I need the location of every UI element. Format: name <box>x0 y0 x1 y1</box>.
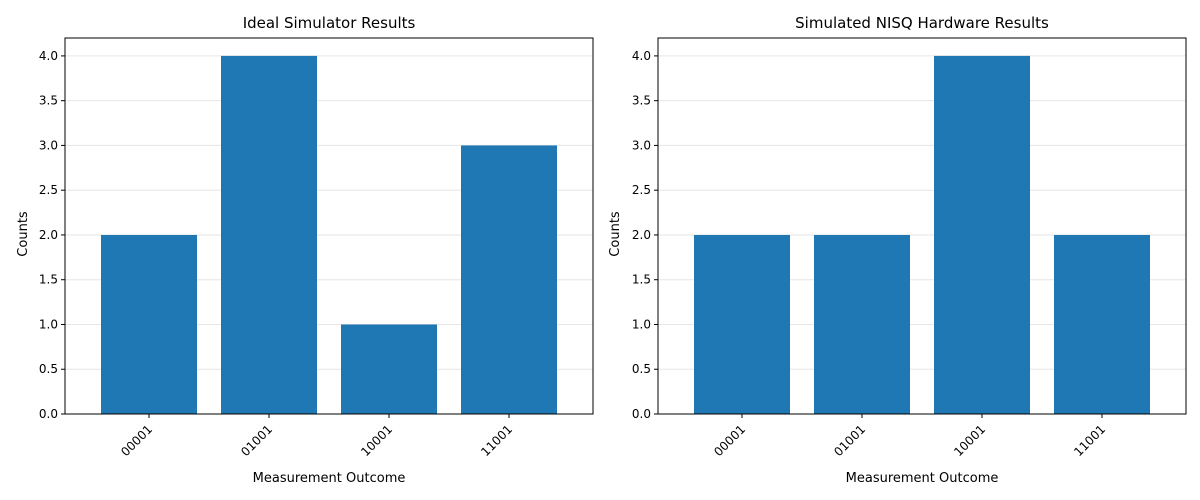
y-tick-label: 3.0 <box>39 138 58 152</box>
bar-00001 <box>101 234 197 414</box>
y-tick-label: 3.5 <box>632 94 651 108</box>
y-tick-label: 0.5 <box>632 362 651 376</box>
x-tick-label: 11001 <box>1071 422 1108 459</box>
x-axis-label: Measurement Outcome <box>846 471 999 486</box>
y-tick-label: 2.0 <box>632 228 651 242</box>
y-tick-label: 0.5 <box>39 362 58 376</box>
x-tick-label: 00001 <box>711 422 748 459</box>
y-tick-label: 2.5 <box>39 183 58 197</box>
bar-01001 <box>814 234 910 414</box>
y-tick-label: 3.5 <box>39 94 58 108</box>
y-tick-label: 3.0 <box>632 138 651 152</box>
bars <box>101 55 557 415</box>
y-tick-label: 1.0 <box>39 317 58 331</box>
bar-10001 <box>934 55 1030 415</box>
x-tick-label: 11001 <box>478 422 515 459</box>
y-tick-label: 0.0 <box>39 407 58 421</box>
bar-01001 <box>221 55 317 415</box>
y-axis-label: Counts <box>16 211 31 257</box>
y-tick-label: 0.0 <box>632 407 651 421</box>
bar-11001 <box>1054 234 1150 414</box>
x-axis-label: Measurement Outcome <box>253 471 406 486</box>
bar-00001 <box>694 234 790 414</box>
y-tick-label: 2.5 <box>632 183 651 197</box>
y-tick-label: 2.0 <box>39 228 58 242</box>
x-ticks: 00001 01001 10001 11001 <box>118 414 515 459</box>
x-tick-label: 10001 <box>951 422 988 459</box>
chart-panel-nisq: Simulated NISQ Hardware Results Measurem… <box>608 14 1187 486</box>
x-tick-label: 10001 <box>358 422 395 459</box>
bar-10001 <box>341 324 437 414</box>
chart-title: Simulated NISQ Hardware Results <box>795 14 1049 32</box>
y-ticks: 0.0 0.5 1.0 1.5 2.0 2.5 3.0 3.5 4.0 <box>632 49 658 421</box>
y-tick-label: 1.5 <box>632 273 651 287</box>
axes-frame <box>64 37 594 415</box>
bars <box>694 55 1150 415</box>
chart-panel-ideal: Ideal Simulator Results Measurement Outc… <box>16 14 594 486</box>
y-tick-label: 4.0 <box>632 49 651 63</box>
x-ticks: 00001 01001 10001 11001 <box>711 414 1108 459</box>
chart-title: Ideal Simulator Results <box>243 14 416 32</box>
y-axis-label: Counts <box>608 211 623 257</box>
x-tick-label: 01001 <box>831 422 868 459</box>
axes-frame <box>657 37 1187 415</box>
y-ticks: 0.0 0.5 1.0 1.5 2.0 2.5 3.0 3.5 4.0 <box>39 49 65 421</box>
y-tick-label: 1.5 <box>39 273 58 287</box>
y-tick-label: 1.0 <box>632 317 651 331</box>
x-tick-label: 01001 <box>238 422 275 459</box>
y-tick-label: 4.0 <box>39 49 58 63</box>
x-tick-label: 00001 <box>118 422 155 459</box>
bar-11001 <box>461 145 557 414</box>
